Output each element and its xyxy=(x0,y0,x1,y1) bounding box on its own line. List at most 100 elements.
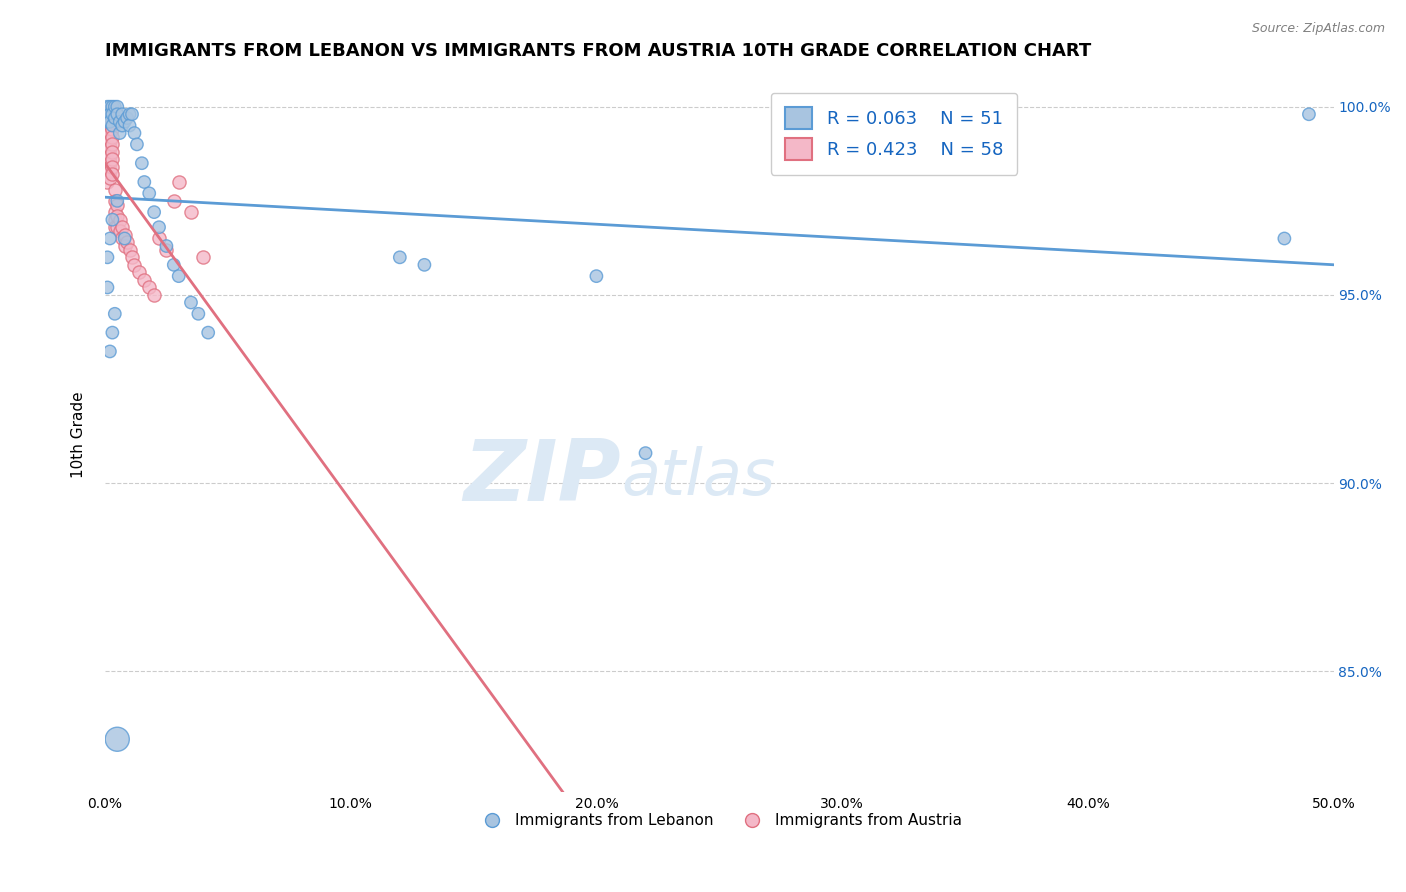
Point xyxy=(131,156,153,170)
Point xyxy=(96,153,118,167)
Point xyxy=(98,115,121,129)
Point xyxy=(104,111,127,125)
Point xyxy=(105,732,128,747)
Point xyxy=(104,220,127,235)
Point xyxy=(111,119,134,133)
Point xyxy=(197,326,219,340)
Point xyxy=(167,175,190,189)
Point xyxy=(105,209,128,223)
Point xyxy=(105,194,128,208)
Point xyxy=(98,134,121,148)
Point xyxy=(143,288,166,302)
Point xyxy=(98,119,121,133)
Point xyxy=(98,171,121,186)
Point xyxy=(98,163,121,178)
Point xyxy=(98,344,121,359)
Point xyxy=(111,107,134,121)
Point xyxy=(104,194,127,208)
Point xyxy=(388,250,411,264)
Point xyxy=(155,243,177,257)
Point xyxy=(124,126,146,140)
Point xyxy=(98,107,121,121)
Point xyxy=(101,107,124,121)
Point xyxy=(101,160,124,174)
Point xyxy=(108,126,131,140)
Point xyxy=(101,153,124,167)
Point xyxy=(98,231,121,245)
Text: ZIP: ZIP xyxy=(464,435,621,519)
Point xyxy=(108,212,131,227)
Point xyxy=(96,100,118,114)
Point xyxy=(114,115,136,129)
Point xyxy=(96,115,118,129)
Point xyxy=(634,446,657,460)
Point xyxy=(134,273,156,287)
Point xyxy=(167,269,190,284)
Point xyxy=(96,122,118,136)
Point xyxy=(193,250,215,264)
Point xyxy=(105,100,128,114)
Point xyxy=(105,107,128,121)
Point xyxy=(101,168,124,182)
Point xyxy=(98,141,121,155)
Point xyxy=(114,231,136,245)
Point xyxy=(105,197,128,211)
Point xyxy=(98,149,121,163)
Y-axis label: 10th Grade: 10th Grade xyxy=(72,391,86,477)
Point xyxy=(101,129,124,144)
Point xyxy=(114,239,136,253)
Point xyxy=(104,307,127,321)
Point xyxy=(128,265,150,279)
Point xyxy=(118,243,141,257)
Point xyxy=(105,220,128,235)
Point xyxy=(138,280,160,294)
Point xyxy=(98,103,121,118)
Point xyxy=(111,220,134,235)
Point xyxy=(96,137,118,152)
Point xyxy=(96,168,118,182)
Point xyxy=(101,122,124,136)
Text: atlas: atlas xyxy=(621,446,775,508)
Point xyxy=(124,258,146,272)
Point xyxy=(98,126,121,140)
Point xyxy=(163,194,186,208)
Point xyxy=(101,119,124,133)
Point xyxy=(101,107,124,121)
Point xyxy=(96,145,118,159)
Point xyxy=(96,250,118,264)
Point xyxy=(101,100,124,114)
Point xyxy=(585,269,607,284)
Point xyxy=(413,258,436,272)
Point xyxy=(121,107,143,121)
Point xyxy=(98,156,121,170)
Point xyxy=(98,100,121,114)
Point xyxy=(104,205,127,219)
Point xyxy=(104,212,127,227)
Point xyxy=(118,107,141,121)
Point xyxy=(101,137,124,152)
Point xyxy=(96,115,118,129)
Point xyxy=(114,227,136,242)
Point xyxy=(143,205,166,219)
Point xyxy=(155,239,177,253)
Text: Source: ZipAtlas.com: Source: ZipAtlas.com xyxy=(1251,22,1385,36)
Point xyxy=(96,107,118,121)
Point xyxy=(96,129,118,144)
Point xyxy=(96,280,118,294)
Point xyxy=(121,250,143,264)
Point xyxy=(108,224,131,238)
Legend: Immigrants from Lebanon, Immigrants from Austria: Immigrants from Lebanon, Immigrants from… xyxy=(471,807,967,834)
Point xyxy=(101,212,124,227)
Point xyxy=(96,107,118,121)
Point xyxy=(148,231,170,245)
Point xyxy=(180,295,202,310)
Point xyxy=(101,326,124,340)
Point xyxy=(180,205,202,219)
Point xyxy=(104,182,127,196)
Point xyxy=(138,186,160,201)
Point xyxy=(125,137,148,152)
Point xyxy=(115,235,138,250)
Point xyxy=(96,160,118,174)
Point xyxy=(101,145,124,159)
Point xyxy=(134,175,156,189)
